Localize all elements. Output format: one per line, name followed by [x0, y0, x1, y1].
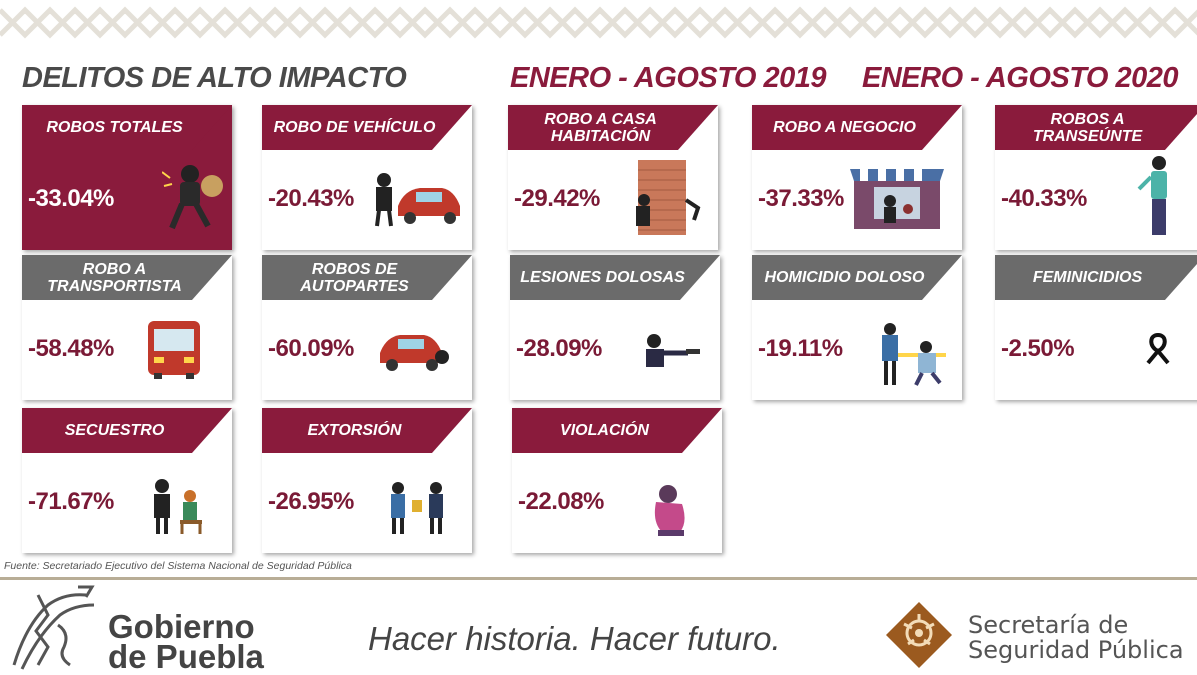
card-extorsion: EXTORSIÓN -26.95% — [262, 408, 472, 553]
crime-scene-icon — [882, 323, 946, 386]
card-banner: LESIONES DOLOSAS — [510, 255, 720, 300]
card-lesiones-dolosas: LESIONES DOLOSAS -28.09% — [510, 255, 720, 400]
card-label: ROBOS A TRANSEÚNTE — [1032, 110, 1143, 145]
decorative-pattern — [0, 0, 1197, 50]
security-seal-icon — [886, 602, 952, 668]
card-robo-a-transportista: ROBO A TRANSPORTISTA -58.48% — [22, 255, 232, 400]
card-value: -2.50% — [1001, 335, 1075, 362]
card-banner: VIOLACIÓN — [512, 408, 722, 453]
card-banner: ROBOS A TRANSEÚNTE — [995, 105, 1197, 150]
card-value: -29.42% — [514, 185, 600, 212]
card-value: -33.04% — [28, 185, 114, 212]
card-banner: ROBOS DE AUTOPARTES — [262, 255, 472, 300]
card-label: LESIONES DOLOSAS — [520, 269, 685, 286]
card-label: FEMINICIDIOS — [1032, 269, 1143, 286]
card-label: ROBO A NEGOCIO — [773, 119, 916, 136]
card-feminicidios: FEMINICIDIOS -2.50% — [995, 255, 1197, 400]
card-value: -19.11% — [758, 335, 843, 362]
card-banner: HOMICIDIO DOLOSO — [752, 255, 962, 300]
car-parts-icon — [380, 335, 449, 371]
card-banner: ROBO DE VEHÍCULO — [262, 105, 472, 150]
card-robo-a-casa-habitacion: ROBO A CASA HABITACIÓN -29.42% — [508, 105, 718, 250]
card-label: VIOLACIÓN — [560, 422, 649, 439]
thief-running-icon — [162, 165, 223, 230]
footer-divider — [0, 577, 1197, 580]
government-name: Gobierno de Puebla — [108, 608, 264, 675]
black-ribbon-icon — [1146, 333, 1170, 365]
card-value: -26.95% — [268, 488, 354, 515]
card-banner: SECUESTRO — [22, 408, 232, 453]
house-burglary-icon — [636, 160, 701, 235]
card-value: -71.67% — [28, 488, 114, 515]
card-robo-de-vehiculo: ROBO DE VEHÍCULO -20.43% — [262, 105, 472, 250]
puebla-logo-icon — [12, 585, 95, 670]
card-secuestro: SECUESTRO -71.67% — [22, 408, 232, 553]
card-label: ROBO A CASA HABITACIÓN — [544, 110, 657, 145]
period-2019-title: ENERO - AGOSTO 2019 — [510, 62, 827, 94]
card-homicidio-doloso: HOMICIDIO DOLOSO -19.11% — [752, 255, 962, 400]
card-banner: ROBO A NEGOCIO — [752, 105, 962, 150]
victim-icon — [654, 485, 685, 536]
card-value: -60.09% — [268, 335, 354, 362]
card-label: ROBOS DE AUTOPARTES — [300, 260, 409, 295]
card-banner: ROBO A CASA HABITACIÓN — [508, 105, 718, 150]
source-note: Fuente: Secretariado Ejecutivo del Siste… — [4, 560, 352, 572]
section-title: DELITOS DE ALTO IMPACTO — [22, 62, 407, 94]
card-value: -22.08% — [518, 488, 604, 515]
security-secretariat-name: Secretaría de Seguridad Pública — [968, 611, 1184, 664]
card-label: HOMICIDIO DOLOSO — [764, 269, 925, 286]
card-label: ROBOS TOTALES — [46, 119, 183, 136]
card-violacion: VIOLACIÓN -22.08% — [512, 408, 722, 553]
card-robos-de-autopartes: ROBOS DE AUTOPARTES -60.09% — [262, 255, 472, 400]
store-robbery-icon — [850, 169, 944, 229]
card-banner: ROBOS TOTALES — [22, 105, 232, 150]
card-banner: ROBO A TRANSPORTISTA — [22, 255, 232, 300]
card-value: -58.48% — [28, 335, 114, 362]
slogan: Hacer historia. Hacer futuro. — [368, 620, 781, 657]
period-2020-title: ENERO - AGOSTO 2020 — [862, 62, 1179, 94]
gunman-icon — [646, 334, 700, 367]
card-label: ROBO DE VEHÍCULO — [273, 119, 436, 136]
card-robos-totales: ROBOS TOTALES -33.04% — [22, 105, 232, 250]
bus-icon — [148, 321, 200, 379]
card-robo-a-negocio: ROBO A NEGOCIO -37.33% — [752, 105, 962, 250]
card-label: ROBO A TRANSPORTISTA — [47, 260, 182, 295]
card-banner: EXTORSIÓN — [262, 408, 472, 453]
card-label: EXTORSIÓN — [307, 422, 402, 439]
card-value: -40.33% — [1001, 185, 1087, 212]
card-label: SECUESTRO — [64, 422, 165, 439]
pedestrian-icon — [1137, 156, 1167, 235]
extortion-icon — [391, 482, 443, 534]
card-value: -28.09% — [516, 335, 602, 362]
kidnapping-icon — [154, 479, 202, 534]
card-banner: FEMINICIDIOS — [995, 255, 1197, 300]
car-theft-icon — [375, 173, 460, 227]
card-robos-a-transeunte: ROBOS A TRANSEÚNTE -40.33% — [995, 105, 1197, 250]
card-value: -20.43% — [268, 185, 354, 212]
card-value: -37.33% — [758, 185, 844, 212]
